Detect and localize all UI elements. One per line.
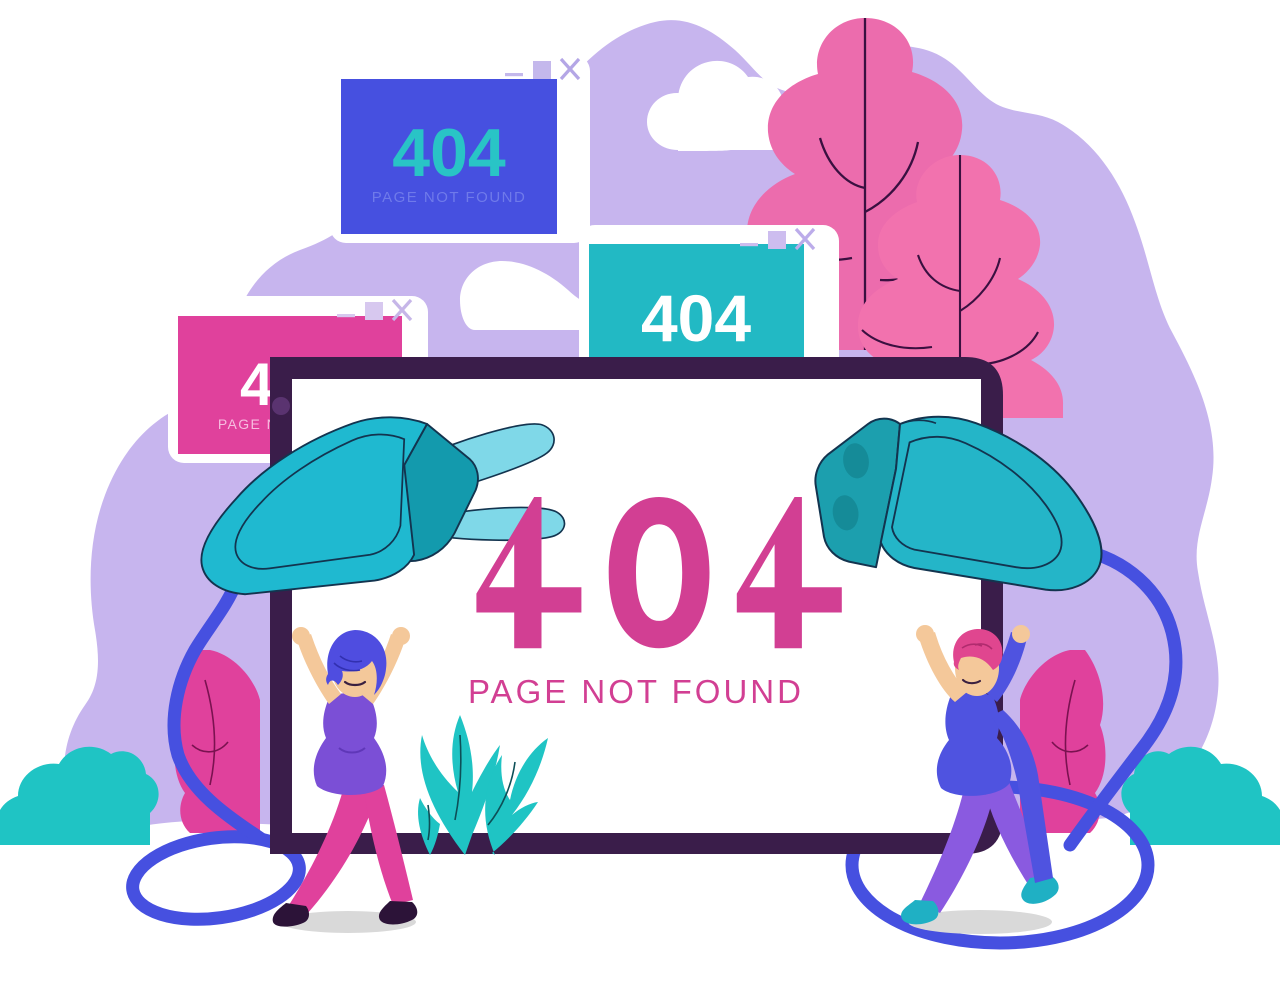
svg-text:PAGE NOT FOUND: PAGE NOT FOUND [468, 673, 804, 710]
svg-text:404: 404 [641, 281, 751, 355]
svg-text:PAGE NOT FOUND: PAGE NOT FOUND [372, 189, 527, 206]
svg-text:404: 404 [392, 115, 506, 191]
